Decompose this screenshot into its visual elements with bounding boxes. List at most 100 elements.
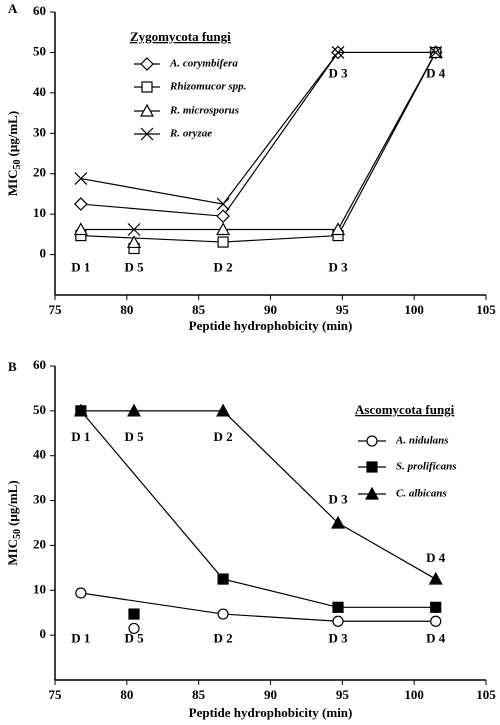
panel-label: A [8, 1, 18, 16]
x-axis-label: Peptide hydrophobicity (min) [189, 705, 353, 720]
marker [127, 223, 141, 236]
y-axis-label: MIC50 (μg/mL) [5, 111, 23, 196]
x-tick-label: 105 [476, 302, 496, 317]
y-tick-label: 20 [33, 536, 46, 551]
panel: A 0 10 20 30 40 50 60 75 80 85 90 95 100 105 Peptide hy… [5, 1, 496, 333]
y-axis-label: MIC50 (μg/mL) [5, 480, 23, 565]
y-label-sub: 50 [12, 159, 23, 169]
marker [332, 601, 344, 613]
y-tick-label: 60 [33, 357, 46, 372]
y-tick-label: 20 [33, 165, 46, 180]
x-tick-label: 95 [336, 687, 350, 702]
y-tick-label: 60 [33, 3, 46, 18]
annotation: D 3 [328, 492, 348, 507]
y-label-text: MIC [5, 539, 20, 566]
marker [216, 209, 230, 224]
x-tick-label: 75 [49, 302, 63, 317]
marker [331, 515, 346, 529]
legend-label: Rhizomucor spp. [169, 81, 246, 93]
legend-label: A. nidulans [395, 435, 449, 447]
marker [331, 46, 345, 59]
annotation: D 5 [124, 429, 144, 444]
legend-marker [139, 103, 155, 117]
marker [217, 573, 229, 585]
legend-label: R. oryzae [169, 128, 212, 140]
y-tick-label: 0 [40, 246, 47, 261]
legend-title: Zygomycota fungi [130, 29, 231, 44]
marker [75, 587, 87, 599]
marker [332, 615, 344, 627]
y-label-unit: (μg/mL) [5, 480, 20, 526]
x-tick-label: 80 [120, 302, 133, 317]
marker [217, 236, 229, 248]
annotation: D 1 [71, 260, 90, 275]
marker [216, 403, 231, 417]
marker [74, 197, 88, 211]
x-tick-label: 90 [264, 302, 277, 317]
legend-marker [366, 435, 378, 447]
x-tick-label: 80 [120, 687, 133, 702]
y-tick-label: 40 [33, 84, 46, 99]
annotation: D 2 [214, 631, 233, 646]
annotation: D 4 [426, 66, 446, 81]
legend-marker [140, 127, 154, 141]
x-tick-label: 85 [192, 302, 206, 317]
legend-marker [140, 57, 154, 71]
x-tick-label: 90 [264, 687, 277, 702]
annotation: D 4 [426, 631, 446, 646]
legend-label: R. microsporus [169, 105, 239, 117]
marker [216, 197, 230, 211]
x-axis-label: Peptide hydrophobicity (min) [189, 318, 353, 333]
x-tick-label: 105 [476, 687, 496, 702]
marker [217, 608, 229, 620]
annotation: D 1 [71, 429, 90, 444]
legend-title: Ascomycota fungi [355, 402, 455, 417]
annotation: D 1 [71, 631, 90, 646]
marker [73, 222, 88, 236]
y-tick-label: 10 [33, 205, 46, 220]
y-label-text: MIC [5, 169, 20, 196]
legend-label: A. corymbifera [169, 58, 238, 70]
marker [429, 46, 443, 59]
legend-label: C. albicans [396, 488, 447, 500]
marker [127, 235, 142, 249]
x-tick-label: 85 [192, 687, 206, 702]
panel-label: B [8, 359, 17, 374]
x-tick-label: 100 [404, 687, 424, 702]
annotation: D 3 [328, 631, 348, 646]
y-tick-label: 10 [33, 581, 46, 596]
series-line [81, 52, 436, 248]
annotation: D 2 [214, 429, 233, 444]
series-line [81, 52, 436, 229]
panel: B 0 10 20 30 40 50 60 75 80 85 90 95 100 105 Peptide hy… [5, 357, 496, 720]
y-label-sub: 50 [12, 529, 23, 539]
y-tick-label: 0 [40, 626, 47, 641]
y-label-unit: (μg/mL) [5, 111, 20, 157]
legend-marker [141, 81, 153, 93]
legend-label: S. prolificans [396, 461, 457, 473]
legend-marker [366, 461, 378, 473]
marker [74, 172, 88, 185]
x-tick-label: 100 [404, 302, 424, 317]
y-tick-label: 40 [33, 447, 46, 462]
annotation: D 3 [328, 260, 348, 275]
y-tick-label: 50 [33, 402, 46, 417]
marker [128, 622, 140, 635]
annotation: D 5 [124, 260, 144, 275]
series-line [81, 52, 436, 242]
marker [430, 615, 442, 627]
y-tick-label: 30 [33, 124, 46, 139]
marker [216, 222, 231, 236]
annotation: D 5 [124, 631, 144, 646]
marker [430, 601, 442, 613]
marker [127, 403, 142, 417]
annotation: D 4 [426, 550, 446, 565]
legend-marker [364, 486, 380, 500]
y-tick-label: 50 [33, 43, 46, 58]
annotation: D 2 [214, 260, 233, 275]
annotation: D 3 [328, 66, 348, 81]
x-tick-label: 75 [49, 687, 63, 702]
marker [73, 403, 88, 417]
y-tick-label: 30 [33, 492, 46, 507]
